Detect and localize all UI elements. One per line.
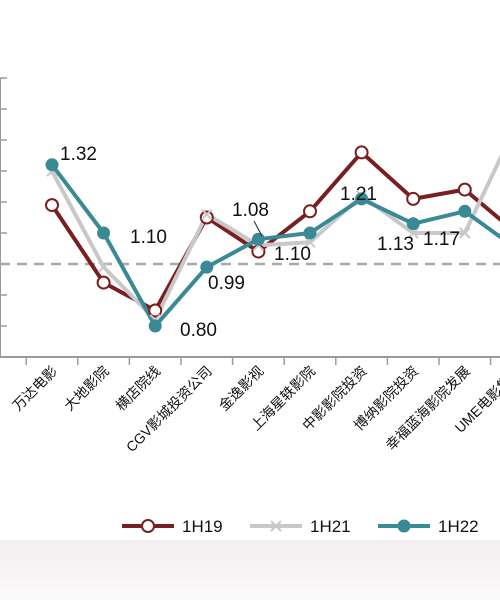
legend-marker	[397, 519, 411, 533]
legend-item-1H22: 1H22	[378, 517, 479, 536]
legend-label: 1H22	[438, 517, 479, 536]
legend-label: 1H19	[182, 517, 223, 536]
point-1H22-3	[200, 260, 214, 274]
y-axis-ticks	[0, 77, 7, 358]
x-axis-ticks	[25, 357, 492, 365]
point-1H22-4	[251, 232, 265, 246]
series-line-1H22	[50, 162, 500, 328]
series-line-1H19	[50, 150, 500, 313]
legend-marker	[141, 519, 155, 533]
data-label-leader	[253, 220, 263, 237]
legend: 1H19 1H21 1H22	[122, 517, 479, 536]
point-1H21-7	[407, 227, 419, 239]
point-1H22-7	[406, 217, 420, 231]
point-1H21-8	[459, 227, 471, 239]
legend-label: 1H21	[310, 517, 351, 536]
legend-item-1H19: 1H19	[122, 517, 223, 536]
data-label-5: 1.10	[274, 244, 311, 265]
point-1H19-3	[199, 210, 214, 225]
point-1H19-2	[148, 303, 163, 318]
legend-marker	[270, 520, 282, 532]
data-label-7: 1.13	[377, 234, 414, 255]
point-1H19-7	[406, 191, 421, 206]
point-1H19-1	[96, 275, 111, 290]
legend-item-1H21: 1H21	[250, 517, 351, 536]
point-1H19-8	[457, 182, 472, 197]
category-label-0: 万达电影	[9, 363, 60, 414]
point-1H22-2	[148, 319, 162, 333]
series-lines	[45, 145, 500, 333]
data-label-6: 1.21	[340, 184, 377, 205]
data-label-3: 0.99	[208, 273, 245, 294]
point-1H21-1	[97, 261, 110, 273]
bottom-fade-band	[0, 540, 500, 600]
point-1H21-3	[201, 208, 213, 221]
data-label-0: 1.32	[60, 144, 97, 165]
category-label-1: 大地影院	[61, 363, 112, 414]
data-labels: 1.32 1.10 0.80 0.99 1.08 1.10 1.21 1.13 1.17	[60, 144, 460, 341]
series-line-1H21	[50, 154, 500, 322]
category-label-3: CGV影城投资公司	[123, 363, 215, 455]
data-label-1: 1.10	[130, 227, 167, 248]
point-1H19-5	[303, 204, 317, 219]
category-label-4: 金逸影视	[216, 363, 267, 414]
point-1H22-6	[355, 192, 369, 206]
point-1H19-0	[45, 198, 59, 213]
point-1H22-8	[458, 204, 472, 218]
point-1H22-0	[45, 158, 59, 172]
point-1H19-6	[354, 145, 369, 160]
point-1H22-1	[97, 226, 111, 240]
point-1H22-5	[303, 226, 317, 240]
data-label-2: 0.80	[180, 320, 217, 341]
data-label-4: 1.08	[232, 200, 269, 221]
category-label-2: 横店院线	[112, 363, 163, 414]
data-label-8: 1.17	[423, 229, 460, 250]
point-1H21-5	[304, 236, 316, 249]
point-1H19-4	[251, 244, 266, 259]
